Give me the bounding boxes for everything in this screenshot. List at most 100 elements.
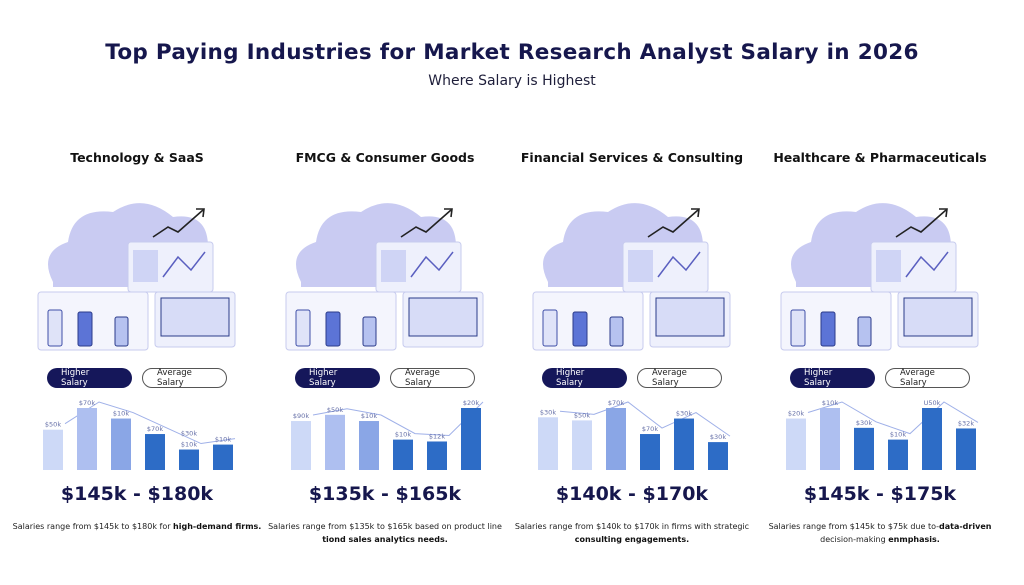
bar-value-label: $10k — [181, 441, 197, 449]
bar-value-label: U50k — [924, 399, 941, 407]
salary-range: $145k - $175k — [803, 483, 957, 505]
industry-illustration — [285, 203, 484, 351]
salary-bar — [538, 417, 558, 470]
salary-range: $140k - $170k — [555, 483, 709, 505]
description-text: Salaries range from $145k to $75k due to… — [768, 522, 940, 531]
bar-value-label: $70k — [147, 425, 163, 433]
bar-value-label: $70k — [608, 399, 624, 407]
trend-line — [312, 401, 484, 436]
bar-value-label: $10k — [113, 410, 129, 418]
description-text: Salaries range from $140k to $170k in fi… — [514, 522, 750, 531]
salary-bar-chart: $90k $50k $10k $10k $12k $20k — [291, 399, 484, 470]
industry-heading: FMCG & Consumer Goods — [295, 150, 475, 165]
salary-bar — [708, 442, 728, 470]
salary-bar — [461, 408, 481, 470]
salary-bar — [179, 449, 199, 470]
description-text: consulting engagements. — [574, 535, 690, 544]
bar-value-label: $50k — [574, 411, 590, 419]
salary-bar — [359, 421, 379, 470]
salary-bar — [291, 421, 311, 470]
salary-bar — [43, 429, 63, 470]
trend-arrow-icon — [400, 209, 452, 238]
industry-illustration — [532, 203, 731, 351]
bar-value-label: $10k — [215, 436, 231, 444]
bar-value-label: $10k — [890, 431, 906, 439]
trend-arrow-icon — [152, 209, 204, 238]
average-salary-button[interactable]: Average Salary — [637, 368, 722, 388]
salary-range: $145k - $180k — [60, 483, 214, 505]
description-text: decision-making — [820, 535, 889, 544]
higher-salary-button[interactable]: Higher Salary — [542, 368, 627, 388]
salary-bar — [674, 418, 694, 470]
industry-card: Healthcare & Pharmaceuticals Higher Sala… — [756, 150, 1004, 580]
salary-bar — [786, 418, 806, 470]
higher-salary-button[interactable]: Higher Salary — [295, 368, 380, 388]
trend-arrow-icon — [895, 209, 947, 238]
industry-card: FMCG & Consumer Goods Higher Salary Aver… — [261, 150, 509, 580]
salary-description: Salaries range from $145k to $75k due to… — [751, 520, 1009, 546]
page-title: Top Paying Industries for Market Researc… — [105, 40, 919, 65]
bar-value-label: $90k — [293, 412, 309, 420]
salary-bar — [820, 408, 840, 470]
industry-heading: Technology & SaaS — [70, 150, 204, 165]
trend-line — [807, 401, 979, 435]
bar-value-label: $30k — [181, 430, 197, 438]
average-salary-button[interactable]: Average Salary — [390, 368, 475, 388]
salary-bar — [606, 408, 626, 470]
bar-value-label: $30k — [710, 433, 726, 441]
salary-bar — [213, 444, 233, 470]
industry-heading: Financial Services & Consulting — [520, 150, 744, 165]
industry-illustration — [37, 203, 236, 351]
description-text: data-driven — [939, 522, 992, 531]
bar-value-label: $50k — [327, 406, 343, 414]
bar-value-label: $70k — [79, 399, 95, 407]
bar-value-label: $20k — [463, 399, 479, 407]
bar-value-label: $30k — [540, 408, 556, 416]
salary-bar — [956, 428, 976, 470]
industry-card: Financial Services & Consulting Higher S… — [508, 150, 756, 580]
salary-bar — [572, 420, 592, 470]
industry-heading: Healthcare & Pharmaceuticals — [773, 150, 987, 165]
salary-bar-chart: $30k $50k $70k $70k $30k $30k — [538, 399, 731, 470]
description-text: enmphasis. — [888, 535, 940, 544]
salary-bar-chart: $50k $70k $10k $70k $10k $10k $30k — [43, 399, 236, 470]
bar-value-label: $50k — [45, 421, 61, 429]
description-text: tiond sales analytics needs. — [322, 535, 448, 544]
industry-card: Technology & SaaS Higher Salary Average … — [13, 150, 262, 580]
salary-bar — [888, 439, 908, 470]
bar-value-label: $32k — [958, 419, 974, 427]
bar-value-label: $10k — [822, 399, 838, 407]
salary-description: Salaries range from $135k to $165k based… — [256, 520, 514, 546]
description-text: Salaries range from $145k to $180k for — [12, 522, 174, 531]
higher-salary-button[interactable]: Higher Salary — [47, 368, 132, 388]
salary-range: $135k - $165k — [308, 483, 462, 505]
bar-value-label: $20k — [788, 410, 804, 418]
trend-arrow-icon — [647, 209, 699, 238]
salary-bar — [427, 441, 447, 470]
trend-line — [559, 401, 731, 437]
salary-bar — [325, 414, 345, 470]
salary-bar — [77, 408, 97, 470]
salary-bar — [145, 434, 165, 470]
salary-description: Salaries range from $145k to $180k for h… — [8, 520, 266, 533]
salary-description: Salaries range from $140k to $170k in fi… — [503, 520, 761, 546]
average-salary-button[interactable]: Average Salary — [142, 368, 227, 388]
bar-value-label: $10k — [395, 431, 411, 439]
salary-bar — [854, 427, 874, 470]
salary-bar — [393, 439, 413, 470]
salary-bar-chart: $20k $10k $30k $10k U50k $32k — [786, 399, 979, 470]
salary-bar — [922, 408, 942, 470]
description-text: Salaries range from $135k to $165k based… — [268, 522, 502, 531]
bar-value-label: $70k — [642, 425, 658, 433]
bar-value-label: $30k — [856, 419, 872, 427]
salary-bar — [640, 434, 660, 470]
average-salary-button[interactable]: Average Salary — [885, 368, 970, 388]
bar-value-label: $30k — [676, 410, 692, 418]
bar-value-label: $10k — [361, 412, 377, 420]
higher-salary-button[interactable]: Higher Salary — [790, 368, 875, 388]
page-subtitle: Where Salary is Highest — [428, 73, 596, 89]
description-text: high-demand firms. — [173, 522, 262, 531]
industry-illustration — [780, 203, 979, 351]
salary-bar — [111, 418, 131, 470]
trend-line — [64, 401, 236, 445]
